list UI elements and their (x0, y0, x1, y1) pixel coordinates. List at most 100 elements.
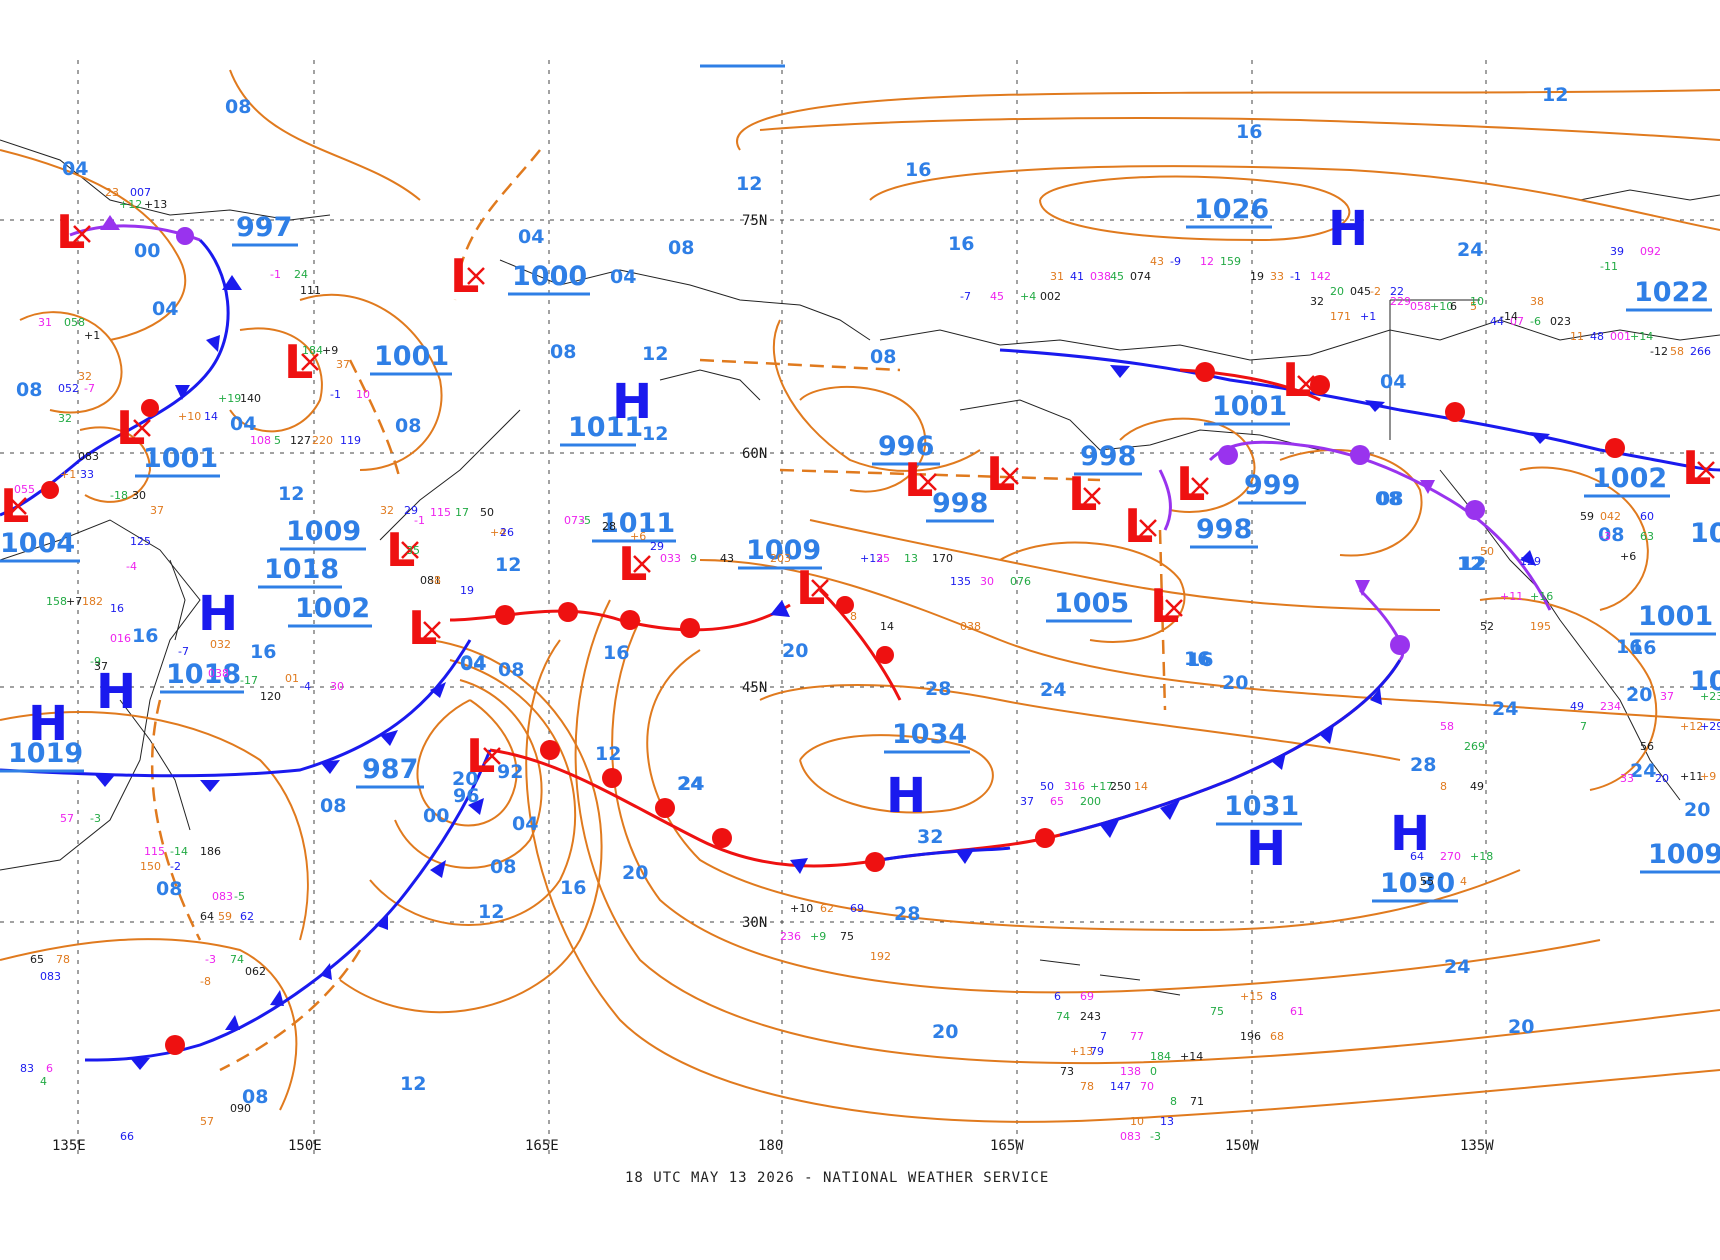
isobar-label: 00 (134, 240, 160, 262)
station-obs-value: -2 (1370, 285, 1381, 298)
station-obs-value: 074 (1130, 270, 1151, 283)
isobar-label: 20 (932, 1021, 958, 1043)
isobar-label: 28 (894, 903, 920, 925)
isobar-label: 04 (460, 653, 486, 675)
station-obs-value: 182 (82, 595, 103, 608)
high-center-marker: H (198, 586, 238, 642)
station-obs-value: 75 (1210, 1005, 1224, 1018)
station-obs-value: 083 (1120, 1130, 1141, 1143)
station-obs-value: 4 (1460, 875, 1467, 888)
station-obs-value: 203 (770, 552, 791, 565)
station-obs-value: -11 (1600, 260, 1618, 273)
station-obs-value: 45 (1110, 270, 1124, 283)
isobar-label: 16 (1184, 648, 1210, 670)
pressure-value: 1001 (1212, 391, 1287, 422)
station-obs-value: +1 (60, 468, 76, 481)
isobar-label: 04 (230, 413, 256, 435)
isobar-label: 12 (495, 554, 521, 576)
station-obs-value: +7 (66, 595, 82, 608)
station-obs-value: 37 (150, 504, 164, 517)
station-obs-value: 22 (1390, 285, 1404, 298)
lat-label-45n: 45N (742, 680, 767, 696)
station-obs-value: 158 (46, 595, 67, 608)
isobar-label: 12 (1457, 553, 1483, 575)
pressure-value: 1034 (892, 719, 967, 750)
pressure-value: 1005 (1054, 588, 1129, 619)
station-obs-value: 35 (876, 552, 890, 565)
station-obs-value: 79 (1090, 1045, 1104, 1058)
isobar-label: 32 (917, 826, 943, 848)
station-obs-value: 192 (870, 950, 891, 963)
station-obs-value: +1 (1360, 310, 1376, 323)
station-obs-value: 140 (240, 392, 261, 405)
station-obs-value: 090 (230, 1102, 251, 1115)
station-obs-value: 66 (120, 1130, 134, 1143)
high-center-marker: H (886, 768, 926, 824)
isobar-label: 08 (1375, 488, 1401, 510)
station-obs-value: 70 (1140, 1080, 1154, 1093)
station-obs-value: 316 (1064, 780, 1085, 793)
station-obs-value: 016 (110, 632, 131, 645)
station-obs-value: 6 (1450, 300, 1457, 313)
station-obs-value: 111 (300, 284, 321, 297)
station-obs-value: 7 (1580, 720, 1587, 733)
lat-label-60n: 60N (742, 446, 767, 462)
isobar-label: 08 (1598, 524, 1624, 546)
isobar-label: 08 (156, 878, 182, 900)
pressure-value: 1009 (746, 535, 821, 566)
station-obs-value: 37 (94, 660, 108, 673)
isobar-label: 08 (490, 856, 516, 878)
station-obs-value: 0 (1150, 1065, 1157, 1078)
station-obs-value: -12 (1650, 345, 1668, 358)
station-obs-value: -6 (1530, 315, 1541, 328)
station-obs-value: 4 (40, 1075, 47, 1088)
station-obs-value: 20 (1330, 285, 1344, 298)
pressure-value: 1001 (374, 341, 449, 372)
station-obs-value: -3 (1600, 530, 1611, 543)
pressure-value: 997 (236, 212, 292, 243)
isobar-label: 16 (132, 625, 158, 647)
station-obs-value: -4 (126, 560, 137, 573)
station-obs-value: 171 (1330, 310, 1351, 323)
isobar-label: 08 (320, 795, 346, 817)
station-obs-value: 236 (780, 930, 801, 943)
station-obs-value: 24 (294, 268, 308, 281)
pressure-value: 998 (1080, 441, 1136, 472)
station-obs-value: 33 (80, 468, 94, 481)
station-obs-value: 269 (1464, 740, 1485, 753)
station-obs-value: 13 (904, 552, 918, 565)
station-obs-value: 234 (1600, 700, 1621, 713)
lon-label-150w: 150W (1225, 1138, 1259, 1154)
isobar-label: 04 (512, 813, 538, 835)
station-obs-value: 38 (1530, 295, 1544, 308)
station-obs-value: -14 (1500, 310, 1518, 323)
station-obs-value: 7 (1100, 1030, 1107, 1043)
station-obs-value: 55 (1420, 875, 1434, 888)
isobar-label: 12 (1460, 553, 1486, 575)
station-obs-value: 8 (1270, 990, 1277, 1003)
isobar-label: 20 (782, 640, 808, 662)
station-obs-value: 250 (1110, 780, 1131, 793)
isobar-label: 20 (1222, 672, 1248, 694)
station-obs-value: 29 (404, 504, 418, 517)
isobar-label: 08 (225, 96, 251, 118)
chart-footer: 18 UTC MAY 13 2026 - NATIONAL WEATHER SE… (625, 1170, 1049, 1186)
station-obs-value: 64 (200, 910, 214, 923)
isobar-label: 24 (1492, 698, 1518, 720)
isobar-label: 20 (1684, 799, 1710, 821)
pressure-value: 1030 (1380, 868, 1455, 899)
station-obs-value: 147 (1110, 1080, 1131, 1093)
isobar-label: 12 (736, 173, 762, 195)
station-obs-value: 50 (480, 506, 494, 519)
station-obs-value: 001 (1610, 330, 1631, 343)
station-obs-value: 49 (1570, 700, 1584, 713)
pressure-value: 1001 (1638, 601, 1713, 632)
isobar-label: 08 (668, 237, 694, 259)
station-obs-value: +12 (860, 552, 883, 565)
pressure-value: 999 (1244, 470, 1300, 501)
isobar-label: 20 (1508, 1016, 1534, 1038)
station-obs-value: 13 (1160, 1115, 1174, 1128)
station-obs-value: 07 (1510, 315, 1524, 328)
station-obs-value: 30 (980, 575, 994, 588)
